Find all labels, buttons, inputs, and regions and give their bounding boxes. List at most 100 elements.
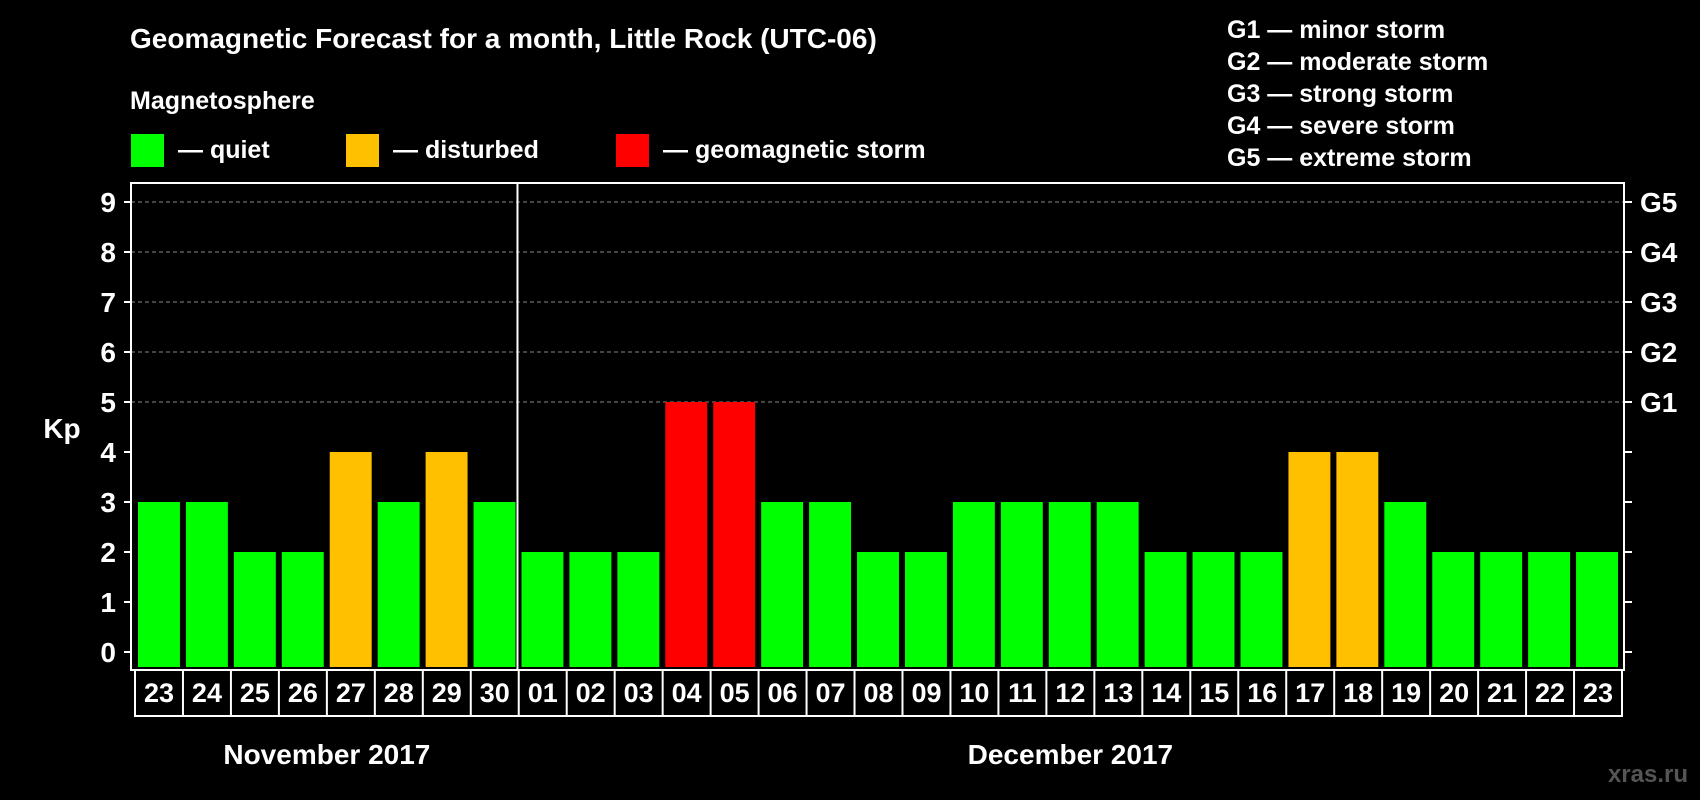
x-tick-label: 06 bbox=[768, 678, 798, 708]
bar bbox=[1288, 452, 1331, 667]
y-tick-label: 9 bbox=[100, 187, 116, 218]
bar bbox=[761, 502, 804, 667]
storm-scale-item: G2 — moderate storm bbox=[1227, 48, 1488, 76]
bar bbox=[569, 552, 612, 667]
bar bbox=[1528, 552, 1571, 667]
bar bbox=[952, 502, 995, 667]
y-tick-label: 5 bbox=[100, 387, 116, 418]
x-tick-label: 28 bbox=[384, 678, 414, 708]
x-tick-label: 04 bbox=[672, 678, 702, 708]
g-level-label: G1 bbox=[1640, 387, 1677, 418]
legend-label-storm: — geomagnetic storm bbox=[663, 136, 926, 164]
legend: — quiet — disturbed — geomagnetic storm bbox=[131, 134, 926, 167]
g-level-label: G3 bbox=[1640, 287, 1677, 318]
bar bbox=[1096, 502, 1139, 667]
y-tick-label: 3 bbox=[100, 487, 116, 518]
legend-heading: Magnetosphere bbox=[130, 87, 315, 115]
x-tick-label: 11 bbox=[1008, 678, 1037, 708]
legend-swatch-quiet bbox=[131, 134, 164, 167]
x-tick-label: 22 bbox=[1535, 678, 1565, 708]
x-tick-label: 09 bbox=[911, 678, 941, 708]
bar bbox=[1192, 552, 1235, 667]
bar bbox=[185, 502, 228, 667]
x-tick-label: 02 bbox=[576, 678, 606, 708]
bar bbox=[138, 502, 180, 667]
bars bbox=[138, 402, 1618, 667]
bar bbox=[809, 502, 852, 667]
x-tick-label: 23 bbox=[1583, 678, 1613, 708]
x-tick-label: 10 bbox=[959, 678, 989, 708]
x-tick-label: 03 bbox=[624, 678, 654, 708]
watermark: xras.ru bbox=[1608, 761, 1688, 788]
y-tick-label: 2 bbox=[100, 537, 116, 568]
bar bbox=[281, 552, 324, 667]
x-tick-label: 19 bbox=[1391, 678, 1421, 708]
bar bbox=[1240, 552, 1283, 667]
month-label: December 2017 bbox=[968, 739, 1173, 770]
storm-scale-item: G1 — minor storm bbox=[1227, 16, 1445, 44]
x-tick-label: 17 bbox=[1295, 678, 1325, 708]
x-tick-label: 01 bbox=[528, 678, 558, 708]
chart-title: Geomagnetic Forecast for a month, Little… bbox=[130, 23, 877, 54]
y-tick-label: 0 bbox=[100, 637, 116, 668]
bar bbox=[617, 552, 660, 667]
bar bbox=[1336, 452, 1379, 667]
bar bbox=[713, 402, 756, 667]
x-tick-label: 29 bbox=[432, 678, 462, 708]
x-tick-label: 14 bbox=[1151, 678, 1181, 708]
x-tick-label: 12 bbox=[1055, 678, 1085, 708]
x-axis-box bbox=[134, 669, 1623, 717]
y-tick-label: 7 bbox=[100, 287, 116, 318]
storm-scale-legend: G1 — minor storm G2 — moderate storm G3 — … bbox=[1227, 16, 1488, 172]
x-tick-label: 16 bbox=[1247, 678, 1277, 708]
x-tick-label: 18 bbox=[1343, 678, 1373, 708]
x-axis-days: 23 24 25 26 27 28 29 30 01 02 03 04 05 06 07 08 09 10 11 12… bbox=[134, 669, 1623, 717]
storm-scale-item: G4 — severe storm bbox=[1227, 112, 1455, 140]
g-level-label: G2 bbox=[1640, 337, 1677, 368]
y-tick-label: 6 bbox=[100, 337, 116, 368]
grid-lines bbox=[131, 201, 1624, 403]
bar bbox=[665, 402, 708, 667]
bar bbox=[1144, 552, 1187, 667]
x-tick-label: 24 bbox=[192, 678, 222, 708]
x-tick-label: 08 bbox=[863, 678, 893, 708]
month-label: November 2017 bbox=[223, 739, 430, 770]
bar bbox=[425, 452, 468, 667]
bar bbox=[1432, 552, 1475, 667]
bar bbox=[233, 552, 276, 667]
bar bbox=[329, 452, 372, 667]
bar bbox=[1000, 502, 1043, 667]
bar bbox=[1480, 552, 1523, 667]
y-tick-label: 4 bbox=[100, 437, 116, 468]
bar bbox=[377, 502, 420, 667]
x-tick-label: 26 bbox=[288, 678, 318, 708]
g-level-label: G4 bbox=[1640, 237, 1678, 268]
bar bbox=[1048, 502, 1091, 667]
x-tick-label: 05 bbox=[720, 678, 750, 708]
legend-label-quiet: — quiet bbox=[178, 136, 270, 164]
legend-swatch-storm bbox=[616, 134, 649, 167]
x-tick-label: 21 bbox=[1487, 678, 1517, 708]
bar bbox=[1576, 552, 1618, 667]
x-tick-label: 07 bbox=[816, 678, 846, 708]
bar bbox=[857, 552, 899, 667]
storm-scale-item: G3 — strong storm bbox=[1227, 80, 1453, 108]
x-tick-label: 30 bbox=[480, 678, 510, 708]
x-tick-label: 15 bbox=[1199, 678, 1229, 708]
bar bbox=[1384, 502, 1427, 667]
x-tick-label: 13 bbox=[1103, 678, 1133, 708]
g-scale-axis: G1 G2 G3 G4 G5 bbox=[1624, 187, 1678, 653]
y-axis: 0 1 2 3 4 5 6 7 8 9 bbox=[100, 187, 131, 668]
legend-swatch-disturbed bbox=[346, 134, 379, 167]
y-tick-label: 8 bbox=[100, 237, 116, 268]
x-tick-label: 20 bbox=[1439, 678, 1469, 708]
legend-label-disturbed: — disturbed bbox=[393, 136, 539, 164]
y-tick-label: 1 bbox=[100, 587, 116, 618]
x-tick-label: 25 bbox=[240, 678, 270, 708]
g-level-label: G5 bbox=[1640, 187, 1677, 218]
y-axis-label: Kp bbox=[43, 413, 80, 444]
bar bbox=[904, 552, 947, 667]
bar bbox=[473, 502, 516, 667]
bar bbox=[521, 552, 564, 667]
